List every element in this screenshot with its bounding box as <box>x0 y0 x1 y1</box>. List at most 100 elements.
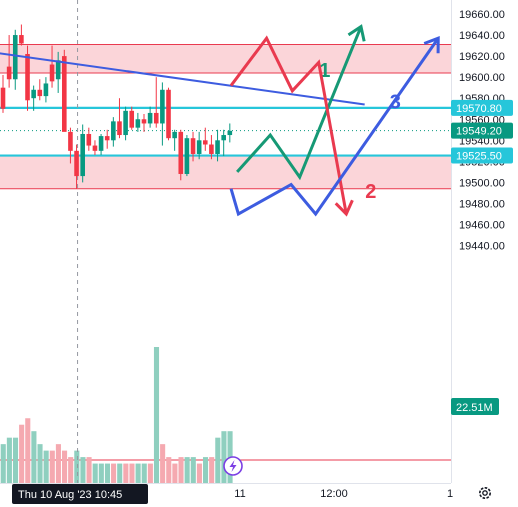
volume-bar <box>0 444 6 483</box>
volume-bar <box>6 437 12 483</box>
trendline[interactable] <box>0 52 365 106</box>
time-axis[interactable]: 11 12:00 1 Thu 10 Aug '23 10:45 <box>0 483 453 505</box>
y-tick-label: 19600.00 <box>459 72 505 84</box>
zone-rect <box>0 155 451 189</box>
candle-body <box>172 131 177 139</box>
volume-bar <box>160 444 166 483</box>
volume-bar <box>31 431 37 483</box>
price-badge-label: 19525.50 <box>456 151 502 163</box>
volume-bar <box>166 457 172 483</box>
projection-arrowhead-1 <box>347 24 366 42</box>
volume-bar <box>25 418 31 483</box>
candle-body <box>215 140 220 154</box>
candle-body <box>117 121 122 136</box>
replay-lightning-icon[interactable] <box>223 456 243 476</box>
candle-body <box>43 83 49 97</box>
candle-body <box>25 53 30 101</box>
x-tick-label: 11 <box>234 488 245 500</box>
price-badge <box>451 122 513 139</box>
price-badge-label: 19570.80 <box>456 103 502 115</box>
candle-body <box>141 119 147 124</box>
candle-body <box>98 136 104 151</box>
projections-layer[interactable]: 1 2 3 <box>229 24 440 217</box>
projection-arrowhead-2 <box>334 199 354 217</box>
volume-bar <box>98 463 104 483</box>
volume-badge-label: 22.51M <box>456 402 493 414</box>
projection-label-3: 3 <box>390 92 401 114</box>
volume-bar <box>190 457 196 483</box>
candle-body <box>49 64 55 82</box>
candle-body <box>74 150 79 177</box>
volume-bar <box>104 463 111 483</box>
candle-body <box>6 66 12 80</box>
x-tick-label: 1 <box>447 488 453 500</box>
volume-bar <box>111 463 117 483</box>
volume-bar <box>129 463 135 483</box>
volume-bar <box>43 450 49 483</box>
candle-body <box>123 110 128 136</box>
candle-body <box>0 87 6 109</box>
projection-path-2[interactable] <box>229 35 348 215</box>
volume-bar <box>123 463 129 483</box>
volume-bar <box>178 457 184 483</box>
candle-body <box>135 119 141 128</box>
candle-body <box>221 135 226 141</box>
candle-body <box>104 136 110 141</box>
projection-label-2: 2 <box>365 181 376 203</box>
y-tick-label: 19640.00 <box>459 30 505 42</box>
projection-path-1[interactable] <box>236 26 363 181</box>
candle-body <box>190 138 196 154</box>
candle-body <box>209 144 214 154</box>
price-badge <box>451 147 513 164</box>
y-tick-label: 19660.00 <box>459 9 505 21</box>
volume-bar <box>172 463 178 483</box>
volume-badge: 22.51M <box>451 398 499 415</box>
y-tick-label: 19440.00 <box>459 241 505 253</box>
candle-body <box>166 89 171 139</box>
y-tick-label: 19460.00 <box>459 220 505 232</box>
crosshair-time-badge <box>12 484 148 504</box>
volume-bar <box>19 424 25 483</box>
candle-body <box>68 131 73 151</box>
volume-bar <box>147 463 153 483</box>
crosshair-time-label: Thu 10 Aug '23 10:45 <box>18 489 122 501</box>
volume-bar <box>49 450 55 483</box>
y-tick-label: 19620.00 <box>459 51 505 63</box>
candle-body <box>62 56 67 132</box>
projection-label-1: 1 <box>319 60 330 82</box>
candle-body <box>153 112 159 124</box>
volume-bar <box>153 347 160 483</box>
volume-bar <box>74 450 80 483</box>
candle-body <box>202 140 208 145</box>
candle-body <box>31 89 36 99</box>
candle-body <box>111 121 116 141</box>
candle-body <box>12 35 18 80</box>
volume-bar <box>37 444 43 483</box>
volume-bar <box>62 450 68 483</box>
candle-body <box>160 89 165 124</box>
volume-bar <box>196 463 202 483</box>
volume-bar <box>117 463 123 483</box>
price-badge <box>451 99 513 116</box>
x-tick-label: 12:00 <box>320 488 348 500</box>
volume-bar <box>141 463 147 483</box>
candle-body <box>184 138 190 174</box>
volume-bar <box>68 457 74 483</box>
projection-path-3[interactable] <box>229 37 440 217</box>
candle-body <box>196 140 202 154</box>
candle-body <box>178 131 184 174</box>
volume-bar <box>86 457 92 483</box>
volume-layer <box>0 347 233 483</box>
candle-body <box>37 89 43 97</box>
price-badge-label: 19549.20 <box>456 126 502 138</box>
candle-body <box>147 112 153 124</box>
volume-bar <box>55 444 61 483</box>
settings-gear-icon[interactable] <box>478 486 491 499</box>
y-tick-label: 19500.00 <box>459 177 505 189</box>
candle-body <box>227 130 233 136</box>
candle-body <box>92 145 98 151</box>
price-badges: 19570.80 19549.20 19525.50 <box>451 99 513 164</box>
candle-body <box>86 133 92 146</box>
